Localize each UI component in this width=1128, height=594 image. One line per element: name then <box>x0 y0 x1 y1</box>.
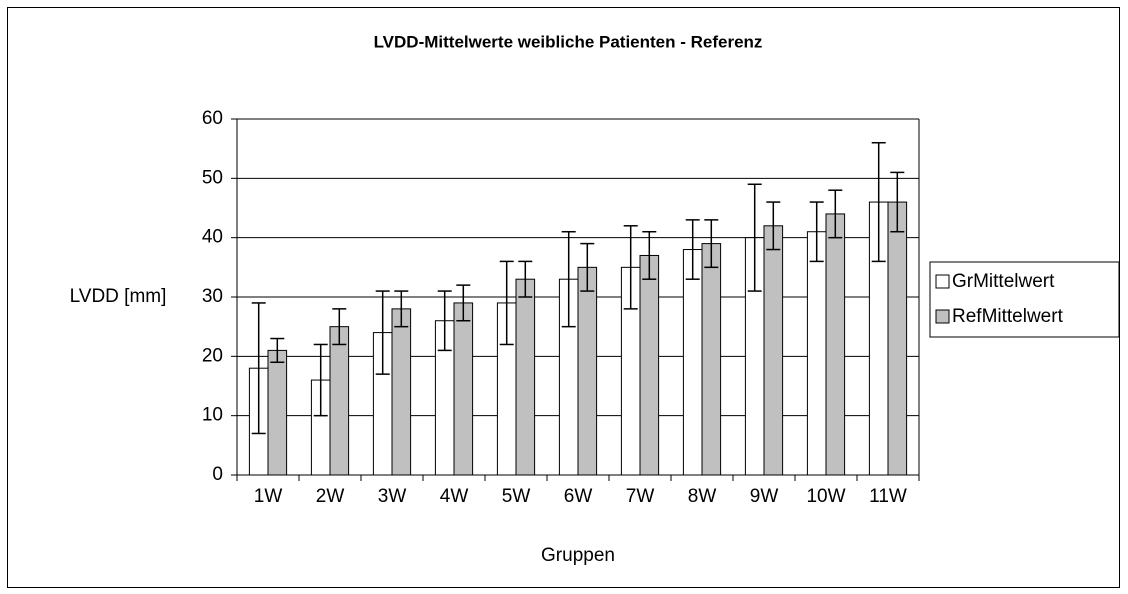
legend-swatch <box>935 274 950 289</box>
legend-swatch <box>935 309 950 324</box>
bar <box>267 349 288 476</box>
y-tick-label: 60 <box>202 108 223 129</box>
bar <box>887 201 908 476</box>
y-axis-label: LVDD [mm] <box>70 286 167 307</box>
bar <box>329 326 350 476</box>
x-axis-label: Gruppen <box>541 545 615 566</box>
x-tick-label: 7W <box>626 486 655 507</box>
bar <box>515 278 536 476</box>
y-tick-label: 30 <box>202 286 223 307</box>
y-tick-label: 20 <box>202 345 223 366</box>
bar <box>453 302 474 476</box>
chart-title: LVDD-Mittelwerte weibliche Patienten - R… <box>374 32 763 51</box>
bar <box>391 308 412 476</box>
y-tick-label: 50 <box>202 167 223 188</box>
bar <box>701 243 722 476</box>
x-tick-label: 9W <box>750 486 779 507</box>
x-tick-label: 10W <box>806 486 845 507</box>
x-tick-label: 6W <box>564 486 593 507</box>
x-tick-label: 1W <box>254 486 283 507</box>
y-tick-label: 40 <box>202 227 223 248</box>
x-tick-label: 8W <box>688 486 717 507</box>
x-tick-label: 5W <box>502 486 531 507</box>
bar <box>825 213 846 476</box>
y-tick-label: 10 <box>202 405 223 426</box>
bar <box>806 231 827 476</box>
bar <box>639 254 660 476</box>
legend-label: RefMittelwert <box>952 306 1064 327</box>
bar <box>577 266 598 476</box>
x-tick-label: 3W <box>378 486 407 507</box>
x-tick-label: 4W <box>440 486 469 507</box>
legend-label: GrMittelwert <box>952 271 1055 292</box>
y-tick-label: 0 <box>212 464 223 485</box>
bar <box>682 249 703 476</box>
bar <box>763 225 784 476</box>
legend-box <box>929 261 1120 338</box>
x-tick-label: 2W <box>316 486 345 507</box>
x-tick-label: 11W <box>869 486 907 507</box>
